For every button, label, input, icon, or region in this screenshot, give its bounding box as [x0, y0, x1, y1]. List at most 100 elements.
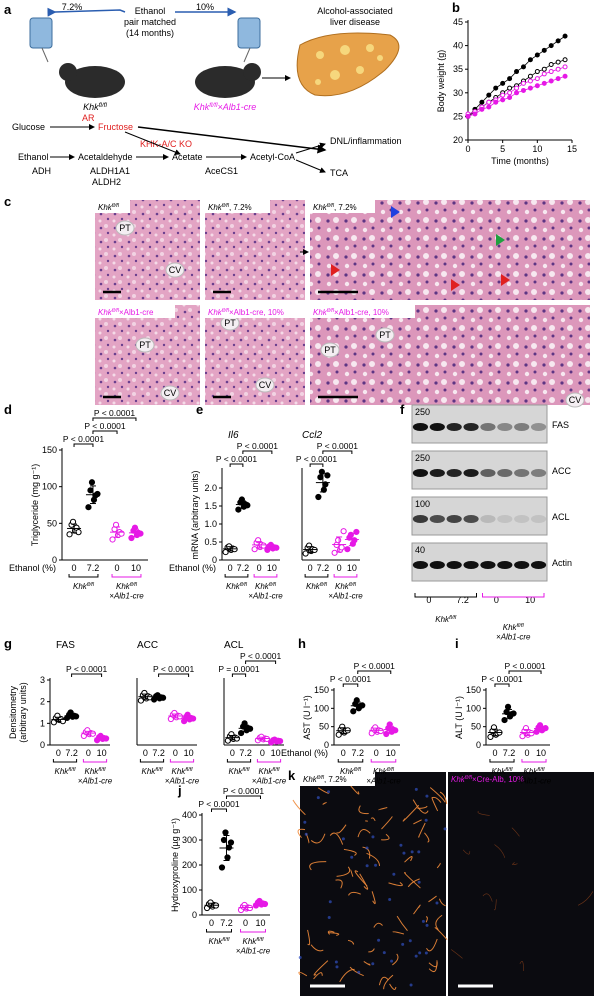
nucleus: [382, 951, 386, 955]
point: [383, 730, 390, 738]
gene: Khk: [229, 767, 244, 776]
point: [137, 530, 144, 537]
collagen-fiber: [313, 972, 323, 980]
y-axis-label: Hydroxyproline (µg g⁻¹): [170, 818, 180, 912]
y-tick-label: 0: [324, 740, 329, 750]
nucleus: [350, 855, 354, 859]
mouse: [195, 66, 255, 98]
nucleus: [335, 965, 339, 969]
x-tick-label: 10: [386, 748, 396, 758]
nucleus: [392, 872, 396, 876]
nucleus: [365, 864, 369, 868]
collagen-fiber: [381, 833, 390, 841]
collagen-fiber: [392, 953, 399, 966]
point: [548, 78, 554, 84]
band: [412, 515, 429, 523]
genotype-label: Khkfl/fl, 7.2%: [313, 203, 357, 212]
significance-bracket: [322, 450, 353, 454]
point: [520, 80, 526, 86]
enzyme: AR: [82, 113, 95, 123]
point: [207, 899, 214, 906]
gene: Khk: [209, 937, 224, 946]
nucleus: [409, 983, 413, 987]
gene: Khk: [85, 767, 100, 776]
x-tick-label: 0: [426, 595, 431, 605]
genotype-label: Khkfl/fl: [306, 582, 328, 591]
suffix: ×Alb1-cre: [252, 777, 287, 786]
point: [339, 723, 346, 730]
collagen-fiber: [328, 932, 340, 936]
group-bracket: [337, 759, 364, 763]
point: [141, 689, 148, 697]
blot: [411, 542, 548, 582]
collagen-fiber: [389, 983, 397, 990]
band: [429, 515, 445, 523]
x-tick-label: 10: [532, 144, 542, 154]
dose: 10%: [196, 2, 214, 12]
superscript: fl/fl: [320, 582, 328, 588]
vessel-label: PT: [139, 340, 151, 350]
label-box: [205, 305, 305, 318]
group-bracket: [333, 574, 358, 578]
point: [302, 550, 309, 557]
collagen-fiber: [388, 882, 403, 887]
y-tick-label: 25: [453, 111, 463, 121]
nucleus: [424, 951, 428, 955]
y-tick-label: 40: [453, 41, 463, 51]
x-tick-label: 0: [465, 144, 470, 154]
point: [555, 38, 561, 44]
p-value: P < 0.0001: [66, 664, 107, 674]
point: [487, 733, 494, 741]
point: [514, 69, 520, 75]
significance-bracket: [508, 670, 542, 674]
bottle: [237, 17, 261, 49]
genotype-label: Khkfl/fl ×Alb1-cre: [328, 582, 363, 601]
nucleus: [304, 832, 308, 836]
x-tick-label: 0: [72, 563, 77, 573]
point: [331, 549, 338, 556]
gene: Khk: [451, 775, 466, 784]
point: [493, 85, 499, 91]
nucleus: [371, 835, 375, 839]
band: [514, 469, 530, 477]
point: [324, 472, 331, 479]
band: [480, 469, 496, 477]
point: [351, 537, 358, 544]
nucleus: [401, 942, 405, 946]
enzyme: ALDH2: [92, 177, 121, 187]
spout: [243, 47, 251, 63]
metabolite: Fructose: [98, 122, 133, 132]
histology-image: [310, 305, 590, 405]
collagen-fiber: [396, 915, 408, 932]
y-axis-label: Triglyceride (mg g⁻¹): [30, 464, 40, 546]
x-tick-label: 0: [341, 748, 346, 758]
point: [222, 829, 229, 836]
point: [392, 727, 399, 734]
point: [534, 69, 540, 75]
enzyme: AceCS1: [205, 166, 238, 176]
liver: [296, 32, 400, 97]
point: [227, 839, 235, 846]
x-tick-label: 15: [567, 144, 577, 154]
x-tick-label: 5: [500, 144, 505, 154]
collagen-fiber: [322, 801, 327, 805]
nucleus: [341, 837, 345, 841]
mouse: [65, 66, 125, 98]
collagen-fiber: [309, 861, 327, 871]
point: [306, 542, 313, 549]
panel-letter: h: [298, 636, 306, 651]
x-tick-label: 7.2: [220, 918, 233, 928]
collagen-fiber: [359, 873, 369, 890]
gene: Khk: [492, 767, 507, 776]
band: [429, 469, 445, 477]
point: [541, 80, 547, 86]
vessel-label: PT: [324, 345, 336, 355]
fluorescence-image: [448, 772, 594, 996]
nucleus: [399, 843, 403, 847]
point: [66, 531, 73, 538]
gene: Khk: [313, 203, 328, 212]
superscript: fl/fl: [112, 308, 120, 314]
suffix: ×Alb1-cre: [78, 777, 113, 786]
nucleus: [410, 850, 414, 854]
superscript: fl/fl: [465, 775, 473, 781]
